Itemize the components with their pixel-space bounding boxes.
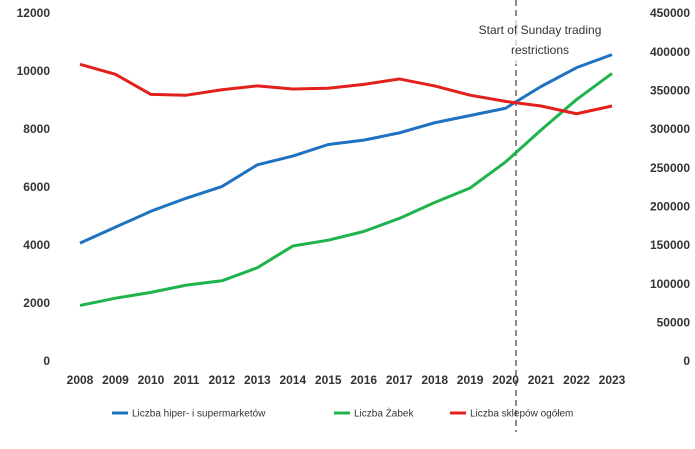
x-tick-label: 2008 <box>67 373 94 387</box>
y-tick-label: 12000 <box>17 6 51 20</box>
x-tick-label: 2017 <box>386 373 413 387</box>
x-tick-label: 2012 <box>209 373 236 387</box>
x-tick-label: 2021 <box>528 373 555 387</box>
x-tick-label: 2023 <box>599 373 626 387</box>
x-tick-label: 2015 <box>315 373 342 387</box>
y2-tick-label: 0 <box>683 354 690 368</box>
legend-label: Liczba sklepów ogółem <box>470 409 573 420</box>
y-tick-label: 8000 <box>23 122 50 136</box>
x-tick-label: 2013 <box>244 373 271 387</box>
x-tick-label: 2011 <box>173 373 199 387</box>
series-line <box>79 72 613 307</box>
x-tick-label: 2018 <box>421 373 448 387</box>
y-tick-label: 4000 <box>23 238 50 252</box>
legend-label: Liczba Żabek <box>354 407 414 420</box>
x-tick-label: 2009 <box>102 373 129 387</box>
y2-tick-label: 50000 <box>657 316 691 330</box>
annotation: Start of Sunday trading <box>479 23 602 37</box>
x-tick-label: 2022 <box>563 373 590 387</box>
annotation: restrictions <box>511 43 569 57</box>
y2-tick-label: 400000 <box>650 45 690 59</box>
y-tick-label: 6000 <box>23 180 50 194</box>
y2-tick-label: 350000 <box>650 84 690 98</box>
x-tick-label: 2020 <box>492 373 519 387</box>
x-tick-label: 2016 <box>350 373 377 387</box>
series-line <box>79 53 613 245</box>
x-tick-label: 2014 <box>279 373 306 387</box>
y2-tick-label: 200000 <box>650 200 690 214</box>
y-tick-label: 0 <box>43 354 50 368</box>
y2-tick-label: 450000 <box>650 6 690 20</box>
y2-tick-label: 250000 <box>650 161 690 175</box>
y-tick-label: 2000 <box>23 296 50 310</box>
x-tick-label: 2010 <box>138 373 165 387</box>
y2-tick-label: 300000 <box>650 122 690 136</box>
y2-tick-label: 100000 <box>650 277 690 291</box>
x-tick-label: 2019 <box>457 373 484 387</box>
y-tick-label: 10000 <box>17 64 51 78</box>
series-line <box>79 62 613 116</box>
legend-label: Liczba hiper- i supermarketów <box>132 409 266 420</box>
annotation-bg <box>460 18 610 64</box>
y2-tick-label: 150000 <box>650 238 690 252</box>
